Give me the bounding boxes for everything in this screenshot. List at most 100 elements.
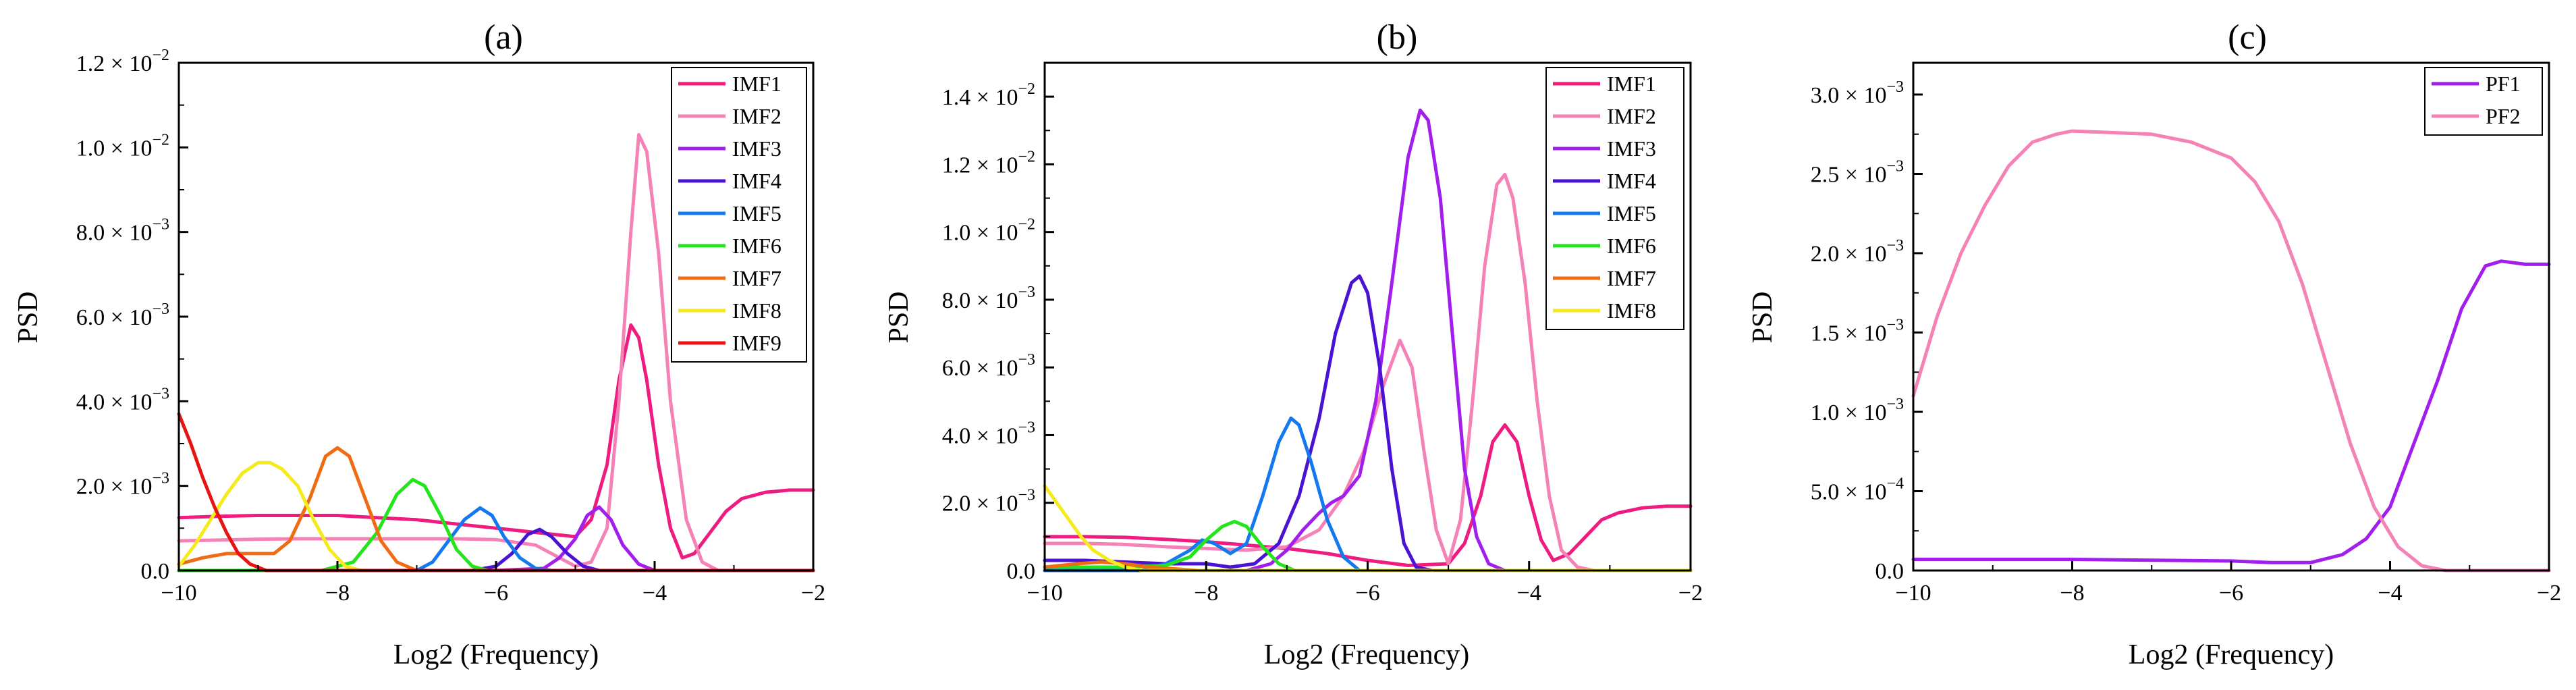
panel-c-yticks: 0.05.0 × 10−41.0 × 10−31.5 × 10−32.0 × 1… [1811, 78, 1923, 584]
y-tick-mantissa: 2.0 × 10 [1811, 242, 1887, 267]
panel-title-b: (b) [1377, 18, 1418, 57]
series-line-imf3 [1043, 108, 1693, 573]
series-line-imf9 [177, 412, 815, 573]
panel-c-xticks: −10 −8 −6 −4 −2 [1895, 561, 2561, 606]
y-tick-exponent: −2 [1018, 216, 1035, 234]
y-tick-mantissa: 0.0 [1875, 559, 1904, 584]
legend-label-imf1: IMF1 [732, 72, 782, 96]
series-line-imf6 [177, 477, 815, 573]
x-tick-label: −10 [1026, 581, 1062, 606]
y-tick-mantissa: 1.4 × 10 [942, 85, 1018, 110]
y-tick-label: 2.5 × 10−3 [1811, 158, 1904, 188]
y-tick-mantissa: 1.0 × 10 [76, 136, 153, 161]
series-line-imf8 [1043, 484, 1693, 573]
y-tick-label: 6.0 × 10−3 [76, 300, 169, 330]
y-tick-mantissa: 8.0 × 10 [76, 221, 153, 246]
y-tick-label: 1.0 × 10−3 [1811, 396, 1904, 425]
y-tick-mantissa: 6.0 × 10 [76, 305, 153, 330]
y-tick-exponent: −3 [1886, 237, 1904, 255]
x-tick-label: −10 [1895, 581, 1931, 606]
y-tick-mantissa: 2.5 × 10 [1811, 163, 1887, 188]
y-tick-exponent: −3 [1886, 396, 1904, 413]
y-tick-label: 4.0 × 10−3 [942, 419, 1035, 448]
y-tick-mantissa: 6.0 × 10 [942, 356, 1018, 381]
legend-label-imf1: IMF1 [1607, 72, 1656, 96]
legend-label-pf2: PF2 [2486, 104, 2521, 128]
y-tick-mantissa: 4.0 × 10 [76, 390, 153, 415]
y-tick-label: 8.0 × 10−3 [942, 284, 1035, 313]
x-tick-label: −4 [2378, 581, 2402, 606]
y-tick-exponent: −3 [1018, 419, 1035, 436]
legend-label-pf1: PF1 [2486, 72, 2521, 96]
legend-label-imf4: IMF4 [732, 169, 782, 193]
y-tick-exponent: −2 [1018, 80, 1035, 98]
y-tick-exponent: −2 [152, 131, 169, 149]
y-tick-label: 1.4 × 10−2 [942, 80, 1035, 110]
y-tick-label: 8.0 × 10−3 [76, 216, 169, 246]
y-tick-exponent: −3 [1886, 158, 1904, 176]
y-tick-label: 2.0 × 10−3 [76, 470, 169, 500]
y-tick-label: 1.0 × 10−2 [942, 216, 1035, 246]
legend-label-imf9: IMF9 [732, 331, 782, 355]
x-tick-label: −6 [484, 581, 508, 606]
y-tick-label: 4.0 × 10−3 [76, 385, 169, 415]
y-tick-mantissa: 1.2 × 10 [942, 153, 1018, 178]
y-tick-label: 1.2 × 10−2 [76, 47, 169, 76]
panel-b-xticks: −10 −8 −6 −4 −2 [1026, 561, 1703, 606]
y-tick-exponent: −3 [1886, 317, 1904, 334]
y-tick-exponent: −3 [152, 470, 169, 487]
legend-label-imf6: IMF6 [732, 234, 782, 258]
x-tick-label: −2 [2537, 581, 2561, 606]
series-line-imf5 [1043, 416, 1693, 573]
y-tick-label: 3.0 × 10−3 [1811, 78, 1904, 108]
series-line-imf8 [177, 460, 815, 573]
y-tick-label: 1.5 × 10−3 [1811, 317, 1904, 346]
x-tick-label: −6 [2219, 581, 2243, 606]
series-line-imf7 [177, 446, 815, 573]
legend-label-imf3: IMF3 [732, 136, 782, 161]
y-tick-exponent: −3 [1018, 351, 1035, 369]
y-tick-label: 2.0 × 10−3 [942, 487, 1035, 516]
series-line-imf2 [1043, 172, 1693, 573]
x-tick-label: −8 [1194, 581, 1218, 606]
legend-label-imf8: IMF8 [732, 298, 782, 323]
y-tick-mantissa: 5.0 × 10 [1811, 480, 1887, 505]
legend-label-imf2: IMF2 [732, 104, 782, 128]
y-tick-exponent: −3 [152, 385, 169, 402]
series-line-imf4 [177, 527, 815, 573]
panel-c-xlabel: Log2 (Frequency) [2129, 639, 2334, 670]
panel-b: (b) 0.02.0 × 10−34.0 × 10−36.0 × 10−38.0… [883, 18, 1703, 670]
x-tick-label: −8 [325, 581, 350, 606]
legend-label-imf5: IMF5 [1607, 201, 1656, 225]
y-tick-label: 6.0 × 10−3 [942, 351, 1035, 381]
panel-b-ylabel: PSD [883, 291, 914, 343]
y-tick-label: 1.0 × 10−2 [76, 131, 169, 161]
panel-b-legend: IMF1 IMF2 IMF3 IMF4 IMF5 IMF6 IMF7 IMF8 [1545, 67, 1684, 330]
x-tick-label: −2 [1678, 581, 1703, 606]
y-tick-label: 0.0 [1875, 559, 1904, 584]
y-tick-mantissa: 2.0 × 10 [76, 475, 153, 500]
y-tick-exponent: −3 [152, 216, 169, 234]
y-tick-exponent: −3 [152, 300, 169, 318]
y-tick-mantissa: 4.0 × 10 [942, 423, 1018, 448]
y-tick-label: 2.0 × 10−3 [1811, 237, 1904, 267]
legend-label-imf8: IMF8 [1607, 298, 1656, 323]
y-tick-label: 0.0 [1007, 559, 1036, 584]
x-tick-label: −2 [801, 581, 825, 606]
x-tick-label: −10 [161, 581, 196, 606]
y-tick-mantissa: 0.0 [141, 559, 170, 584]
x-tick-label: −6 [1355, 581, 1379, 606]
y-tick-mantissa: 2.0 × 10 [942, 492, 1018, 516]
legend-box [2424, 67, 2543, 136]
panel-b-xlabel: Log2 (Frequency) [1264, 639, 1469, 670]
y-tick-mantissa: 3.0 × 10 [1811, 83, 1887, 108]
panel-title-c: (c) [2228, 18, 2267, 57]
x-tick-label: −4 [1517, 581, 1541, 606]
panel-a-xticks: −10 −8 −6 −4 −2 [161, 561, 825, 606]
legend-box [1545, 67, 1684, 330]
legend-label-imf5: IMF5 [732, 201, 782, 225]
panel-a-ylabel: PSD [13, 291, 44, 343]
y-tick-mantissa: 1.0 × 10 [1811, 400, 1887, 425]
y-tick-mantissa: 1.0 × 10 [942, 221, 1018, 246]
